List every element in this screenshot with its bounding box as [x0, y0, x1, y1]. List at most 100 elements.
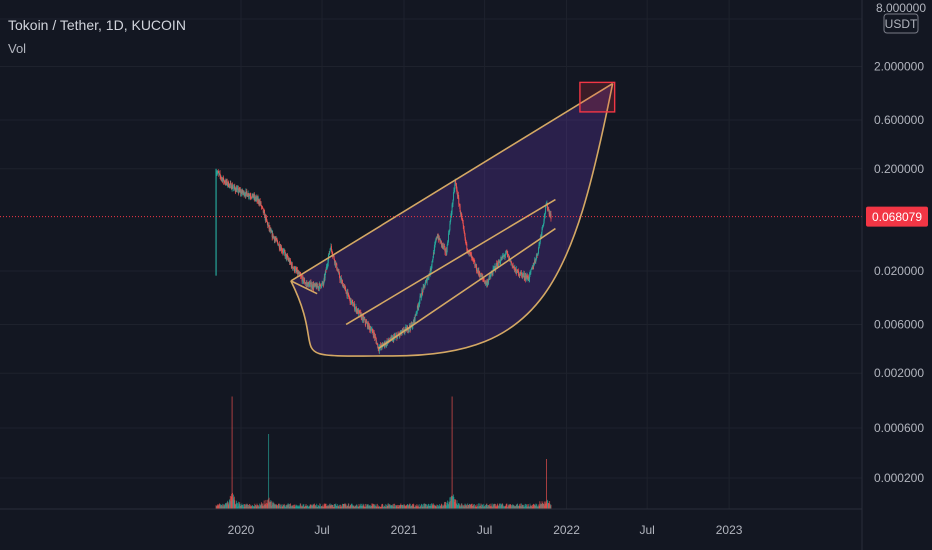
candle-body — [429, 268, 431, 274]
candle-body — [435, 241, 437, 243]
candle-body — [308, 282, 310, 284]
volume-bar — [436, 504, 438, 509]
candle-body — [336, 263, 338, 270]
candle-body — [397, 333, 399, 335]
candle-body — [430, 267, 432, 271]
volume-bar — [268, 434, 270, 509]
volume-bar — [243, 504, 245, 509]
candle-body — [438, 235, 440, 240]
volume-bar — [517, 503, 519, 509]
candle-body — [452, 204, 453, 205]
candle-body — [461, 218, 463, 221]
candle-body — [454, 184, 456, 190]
candle-body — [441, 243, 443, 246]
candle-body — [255, 198, 257, 200]
candle-body — [228, 184, 230, 187]
candle-body — [354, 304, 356, 310]
candle-body — [542, 225, 544, 227]
time-axis: 2020 Jul 2021 Jul 2022 Jul 2023 — [228, 523, 743, 537]
volume-bar — [237, 501, 239, 509]
time-tick-label: 2022 — [553, 523, 580, 537]
volume-bar — [543, 501, 545, 509]
candle-body — [327, 257, 329, 263]
candle-body — [451, 211, 453, 215]
candle-body — [499, 261, 501, 263]
candle-body — [216, 173, 218, 174]
candle-body — [384, 344, 386, 346]
candle-body — [382, 343, 384, 345]
volume-bar — [270, 500, 272, 509]
candle-body — [377, 343, 379, 348]
candle-body — [515, 270, 517, 274]
volume-bar — [499, 503, 501, 509]
time-tick-label: 2021 — [391, 523, 418, 537]
candle-body — [337, 270, 339, 273]
candle-body — [478, 270, 480, 274]
candle-body — [359, 312, 361, 316]
candle-body — [540, 235, 542, 237]
price-tick-label: 0.020000 — [874, 264, 924, 278]
candle-body — [546, 202, 548, 210]
volume-bar — [502, 504, 504, 509]
candle-body — [505, 251, 507, 255]
volume-bar — [413, 504, 415, 509]
candle-body — [216, 172, 218, 174]
candle-body — [272, 233, 274, 238]
candle-body — [262, 208, 264, 213]
candle-body — [390, 337, 392, 341]
volume-label: Vol — [8, 41, 27, 56]
candle-body — [448, 233, 449, 242]
candle-body — [544, 214, 546, 216]
candle-body — [344, 286, 346, 288]
candle-body — [302, 276, 304, 278]
candle-body — [333, 255, 335, 260]
candle-body — [542, 226, 543, 228]
candle-body — [234, 188, 236, 191]
volume-bar — [473, 504, 475, 509]
candle-body — [348, 297, 350, 298]
candle-body — [419, 300, 421, 304]
candle-body — [432, 258, 434, 261]
volume-bar — [456, 500, 458, 509]
candle-body — [354, 308, 356, 310]
candle-body — [325, 269, 327, 271]
candle-body — [455, 180, 457, 184]
candle-body — [299, 272, 301, 275]
candle-body — [416, 311, 418, 313]
candle-body — [253, 197, 254, 199]
candle-body — [488, 279, 490, 283]
candle-body — [531, 268, 533, 270]
symbol-title[interactable]: Tokoin / Tether, 1D, KUCOIN — [8, 17, 186, 33]
candle-body — [459, 205, 461, 212]
candle-body — [448, 232, 450, 234]
candle-body — [538, 247, 539, 254]
candle-body — [228, 186, 230, 188]
candle-body — [338, 272, 340, 278]
candle-body — [426, 279, 428, 283]
candle-body — [358, 310, 360, 312]
candle-body — [514, 267, 516, 271]
volume-bar — [293, 504, 295, 509]
candle-body — [229, 183, 231, 185]
candle-body — [519, 274, 521, 275]
currency-badge[interactable]: USDT — [883, 13, 919, 34]
candle-body — [324, 273, 326, 279]
candle-body — [431, 265, 433, 268]
last-price-tag-bg — [866, 206, 928, 227]
drawings — [290, 81, 616, 357]
volume-bar — [222, 503, 224, 509]
candle-body — [322, 282, 324, 284]
volume-bar — [376, 503, 378, 509]
candle-body — [511, 263, 513, 264]
candle-body — [227, 184, 229, 186]
candle-body — [474, 262, 476, 266]
candle-body — [458, 204, 460, 206]
volume-bar — [384, 504, 386, 509]
candle-body — [427, 277, 429, 280]
candle-body — [236, 188, 238, 192]
candle-body — [502, 255, 504, 258]
candle-body — [416, 312, 417, 315]
candle-body — [346, 291, 348, 297]
candle-body — [267, 222, 269, 226]
